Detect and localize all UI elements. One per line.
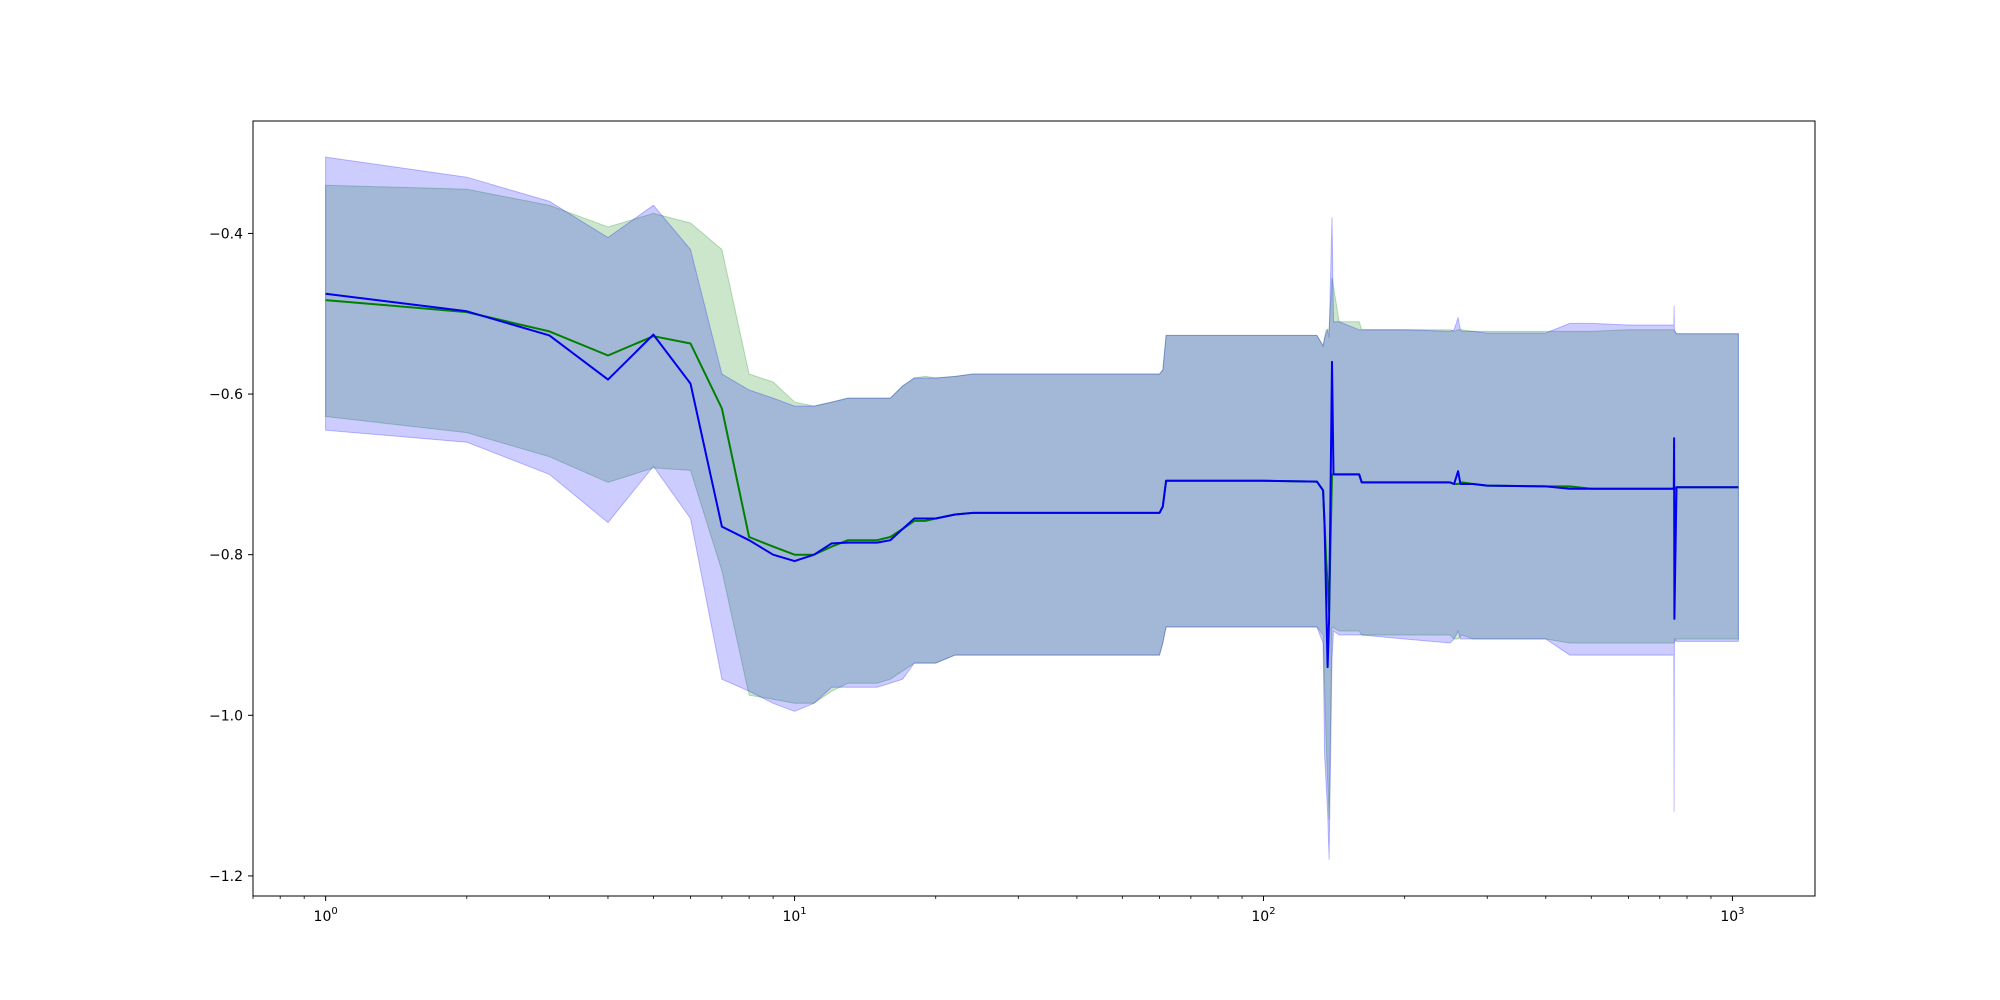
- x-tick-label: 101: [782, 906, 806, 925]
- x-tick-label: 102: [1251, 906, 1275, 925]
- x-tick-label: 103: [1720, 906, 1744, 925]
- y-tick-label: −1.0: [209, 708, 243, 724]
- series-2-band: [325, 156, 1739, 860]
- y-tick-label: −0.4: [209, 226, 243, 242]
- series-lines: [325, 292, 1739, 669]
- x-axis: 100 101 102 103: [252, 896, 1745, 925]
- plot-background: [253, 121, 1815, 896]
- y-axis: −0.4 −0.6 −0.8 −1.0 −1.2: [209, 226, 253, 885]
- x-tick-label: 100: [314, 906, 338, 925]
- y-tick-label: −1.2: [209, 869, 243, 885]
- series-1-band: [325, 184, 1739, 820]
- y-tick-label: −0.8: [209, 548, 243, 564]
- plot-frame: [252, 120, 1816, 897]
- y-tick-label: −0.6: [209, 387, 243, 403]
- series-2-line: [325, 292, 1739, 669]
- confidence-bands: [325, 156, 1739, 860]
